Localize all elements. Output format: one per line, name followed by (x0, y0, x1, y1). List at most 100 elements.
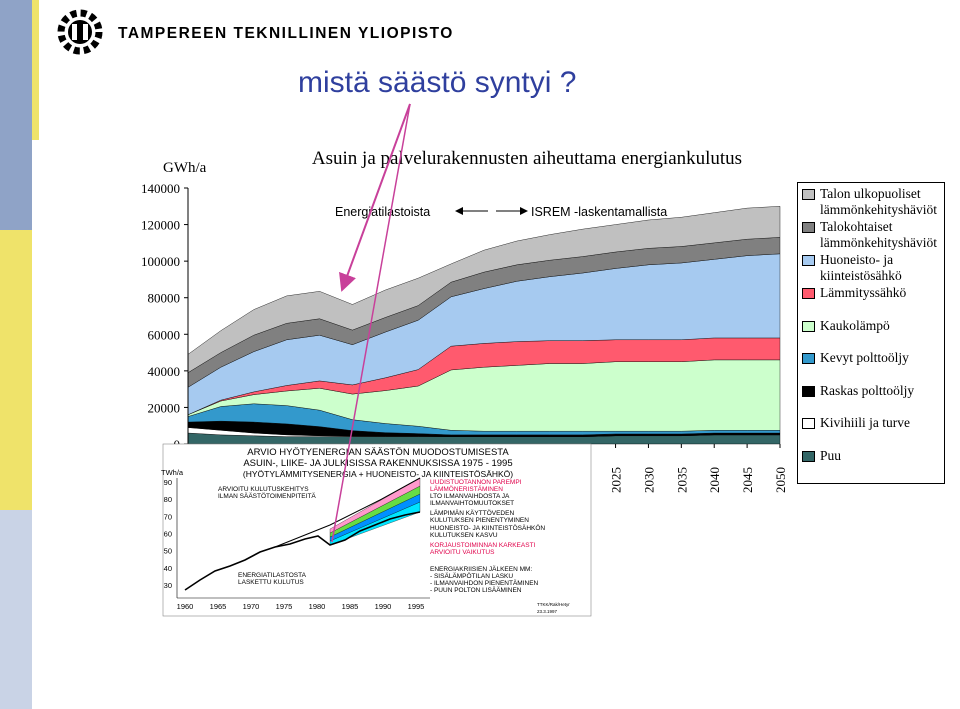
inset-text: 23.3.1997 (537, 609, 558, 614)
pointer-arrow (331, 103, 411, 543)
legend-swatch (802, 353, 815, 364)
logo (57, 9, 103, 55)
inset-text: 1975 (276, 602, 293, 611)
inset-frame (162, 443, 592, 617)
legend-swatch (802, 189, 815, 200)
logo-text: TAMPEREEN TEKNILLINEN YLIOPISTO (118, 25, 454, 42)
y-tick-label: 60000 (148, 327, 181, 342)
inset-text: 1960 (177, 602, 194, 611)
inset-text: ARVIOITU VAIKUTUS (430, 549, 495, 556)
y-tick-label: 100000 (141, 254, 180, 269)
legend-item: Lämmityssähkö (802, 285, 940, 301)
inset-text: LÄMPIMÄN KÄYTTÖVEDEN (430, 509, 514, 517)
inset: ARVIO HYÖTYENERGIAN SÄÄSTÖN MUODOSTUMISE… (161, 103, 592, 617)
legend-label: Kevyt polttoöljy (820, 350, 909, 365)
area-series (187, 206, 781, 374)
inset-text: LASKETTU KULUTUS (238, 579, 304, 586)
annotation: ISREM -laskentamallista (531, 205, 667, 219)
legend-label: Talon ulkopuoliset lämmönkehityshäviöt (820, 186, 937, 217)
inset-text: KORJAUSTOIMINNAN KARKEASTI (430, 542, 536, 549)
inset-text: 70 (164, 512, 172, 521)
inset-text: ENERGIAKRIISIEN JÄLKEEN MM: (430, 565, 532, 573)
inset-text: - ILMANVAIHDON PIENENTÄMINEN (430, 579, 539, 587)
y-tick-label: 120000 (141, 218, 180, 233)
inset-text: TWh/a (161, 468, 184, 477)
legend-item: Kivihiili ja turve (802, 415, 940, 431)
slide-title: mistä säästö syntyi ? (298, 66, 576, 99)
legend-label: Huoneisto- ja kiinteistösähkö (820, 252, 902, 283)
legend-item: Kaukolämpö (802, 318, 940, 334)
y-tick-label: 40000 (148, 364, 181, 379)
inset-text: ARVIO HYÖTYENERGIAN SÄÄSTÖN MUODOSTUMISE… (247, 447, 509, 458)
inset-text: - SISÄLÄMPÖTILAN LASKU (430, 572, 513, 580)
inset-text: KULUTUKSEN KASVU (430, 532, 498, 539)
y-tick-label: 20000 (148, 400, 181, 415)
inset-text: 1965 (210, 602, 227, 611)
legend-swatch (802, 450, 815, 462)
legend-label: Kivihiili ja turve (820, 415, 910, 430)
y-axis-label: GWh/a (163, 160, 207, 176)
inset-text: ASUIN-, LIIKE- JA JULKISISSA RAKENNUKSIS… (243, 458, 512, 469)
side-band (32, 0, 39, 140)
legend-item: Talokohtaiset lämmönkehityshäviöt (802, 219, 940, 250)
inset-text: KULUTUKSEN PIENENTYMINEN (430, 517, 529, 524)
annotation: Energiatilastoista (335, 205, 430, 219)
inset-text: ILMAN SÄÄSTÖTOIMENPITEITÄ (218, 492, 316, 500)
legend-swatch (802, 320, 815, 332)
inset-text: ILMANVAIHTOMUUTOKSET (430, 500, 514, 507)
legend-label: Puu (820, 447, 842, 463)
x-tick-label: 2030 (641, 467, 656, 493)
legend-swatch (802, 385, 815, 397)
legend-swatch (802, 255, 815, 266)
legend-label: Raskas polttoöljy (820, 382, 915, 398)
inset-text: ARVIOITU KULUTUSKEHITYS (218, 486, 309, 493)
side-band (0, 230, 32, 510)
x-tick-label: 2035 (674, 467, 689, 493)
legend-item: Puu (802, 448, 940, 464)
inset-text: 1970 (243, 602, 260, 611)
x-tick-label: 2040 (707, 467, 722, 493)
inset-text: 1980 (309, 602, 326, 611)
inset-curve (184, 511, 421, 591)
legend-item: Raskas polttoöljy (802, 383, 940, 399)
chart-title: Asuin ja palvelurakennusten aiheuttama e… (312, 148, 742, 169)
inset-text: 80 (164, 495, 172, 504)
legend-label: Lämmityssähkö (820, 285, 907, 300)
inset-text: - PUUN POLTON LISÄÄMINEN (430, 586, 522, 594)
legend-swatch (802, 288, 815, 299)
inset-text: 30 (164, 581, 172, 590)
legend: Talon ulkopuoliset lämmönkehityshäviöt Ta… (797, 182, 945, 484)
legend-item: Huoneisto- ja kiinteistösähkö (802, 252, 940, 283)
inset-text: TTKK/Rak/Hetyr (537, 602, 570, 607)
legend-swatch (802, 418, 815, 429)
legend-item: Talon ulkopuoliset lämmönkehityshäviöt (802, 186, 940, 217)
legend-item: Kevyt polttoöljy (802, 350, 940, 366)
inset-text: UUDISTUOTANNON PAREMPI (430, 479, 522, 486)
inset-text: 1985 (342, 602, 359, 611)
inset-text: HUONEISTO- JA KIINTEISTÖSÄHKÖN (430, 524, 545, 532)
y-tick-label: 80000 (148, 291, 181, 306)
legend-label: Talokohtaiset lämmönkehityshäviöt (820, 219, 937, 250)
inset-text: 90 (164, 478, 172, 487)
pointer-arrow (339, 103, 411, 292)
legend-label: Kaukolämpö (820, 317, 890, 333)
inset-text: LÄMMÖNERISTÄMINEN (430, 485, 503, 493)
legend-swatch (802, 222, 815, 233)
inset-text: 50 (164, 547, 172, 556)
inset-text: LTO ILMANVAIHDOSTA JA (430, 493, 510, 500)
y-tick-label: 140000 (141, 181, 180, 196)
inset-text: 1995 (408, 602, 425, 611)
inset-text: 60 (164, 530, 172, 539)
inset-text: (HYÖTYLÄMMITYSENERGIA + HUONEISTO- JA KI… (243, 469, 513, 479)
inset-text: 40 (164, 564, 172, 573)
side-band (0, 0, 32, 230)
side-band (0, 510, 32, 709)
inset-text: 1990 (375, 602, 392, 611)
inset-estimate (274, 477, 421, 548)
x-tick-label: 2050 (773, 467, 788, 493)
x-tick-label: 2025 (609, 467, 624, 493)
inset-text: ENERGIATILASTOSTA (238, 572, 307, 579)
x-tick-label: 2045 (740, 467, 755, 493)
